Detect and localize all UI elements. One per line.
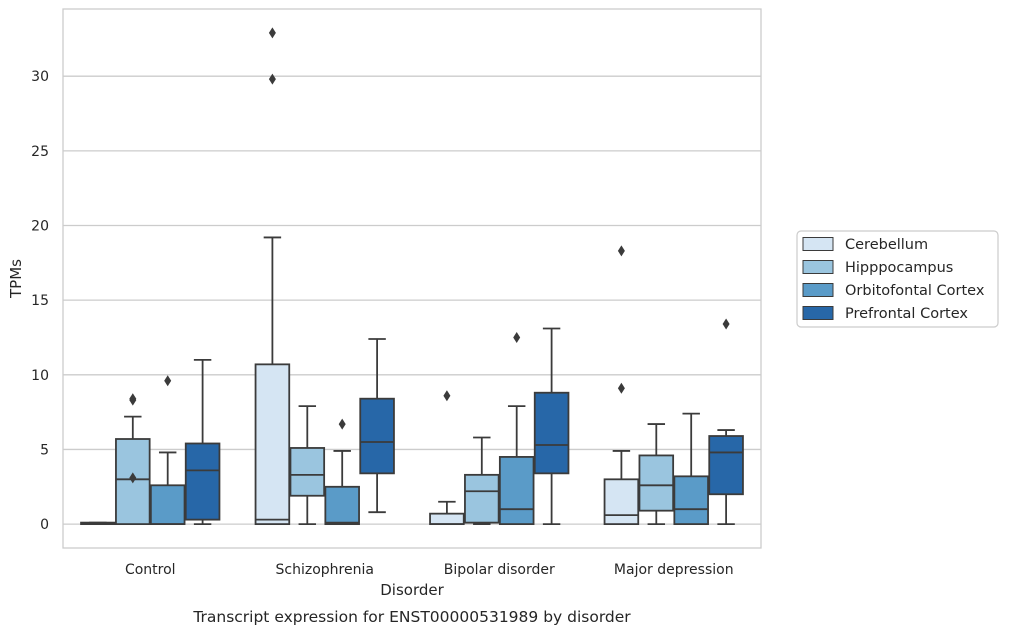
chart-caption: Transcript expression for ENST0000053198… bbox=[192, 608, 631, 626]
x-tick-label: Major depression bbox=[614, 562, 734, 578]
box-hipppocampus-1 bbox=[289, 405, 326, 526]
outlier-point bbox=[513, 331, 521, 343]
legend-label: Cerebellum bbox=[845, 237, 928, 253]
iqr-box bbox=[498, 456, 535, 526]
box-cerebellum-1 bbox=[254, 27, 291, 526]
box-cerebellum-0 bbox=[80, 521, 116, 526]
box-prefrontal-cortex-3 bbox=[708, 318, 744, 526]
legend-label: Prefrontal Cortex bbox=[845, 306, 968, 322]
iqr-box bbox=[359, 397, 395, 475]
outlier-point bbox=[129, 393, 137, 405]
legend-frame bbox=[796, 230, 999, 328]
iqr-box bbox=[429, 512, 465, 526]
iqr-box bbox=[638, 454, 675, 512]
iqr-box bbox=[149, 484, 186, 526]
legend-swatch bbox=[802, 260, 834, 274]
y-tick-label: 30 bbox=[31, 69, 49, 85]
iqr-box bbox=[708, 435, 744, 496]
iqr-box bbox=[184, 442, 221, 521]
box-cerebellum-2 bbox=[429, 390, 465, 526]
outlier-point bbox=[443, 390, 451, 402]
plot-frame bbox=[62, 8, 762, 549]
box-prefrontal-cortex-0 bbox=[184, 358, 221, 526]
outlier-point bbox=[268, 27, 276, 39]
iqr-box bbox=[254, 363, 291, 526]
x-tick-label: Schizophrenia bbox=[276, 562, 374, 578]
box-prefrontal-cortex-2 bbox=[533, 327, 570, 526]
y-tick-label: 0 bbox=[40, 517, 49, 533]
iqr-box bbox=[533, 391, 570, 475]
x-axis-label: Disorder bbox=[380, 581, 444, 599]
legend-swatch bbox=[802, 237, 834, 251]
iqr-box bbox=[673, 475, 709, 526]
y-tick-label: 5 bbox=[40, 442, 49, 458]
box-hipppocampus-0 bbox=[115, 393, 151, 526]
box-orbitofontal-cortex-2 bbox=[498, 331, 535, 526]
y-tick-label: 10 bbox=[31, 368, 49, 384]
box-hipppocampus-2 bbox=[464, 436, 500, 526]
legend-label: Orbitofontal Cortex bbox=[845, 283, 985, 299]
legend-swatch bbox=[802, 306, 834, 320]
legend-swatch bbox=[802, 283, 834, 297]
box-orbitofontal-cortex-1 bbox=[324, 418, 360, 526]
box-cerebellum-3 bbox=[603, 245, 640, 526]
box-groups bbox=[80, 27, 744, 526]
y-tick-label: 15 bbox=[31, 293, 49, 309]
y-axis-label: TPMs bbox=[7, 259, 25, 299]
x-tick-label: Control bbox=[125, 562, 176, 578]
iqr-box bbox=[115, 438, 151, 526]
outlier-point bbox=[268, 73, 276, 85]
y-tick-label: 25 bbox=[31, 144, 49, 160]
outlier-point bbox=[722, 318, 730, 330]
x-axis-ticks: Control Schizophrenia Bipolar disorder Majo… bbox=[125, 562, 734, 578]
x-tick-label: Bipolar disorder bbox=[444, 562, 555, 578]
box-orbitofontal-cortex-3 bbox=[673, 412, 709, 526]
iqr-box bbox=[324, 485, 360, 526]
iqr-box bbox=[464, 473, 500, 524]
outlier-point bbox=[338, 418, 346, 430]
legend: Cerebellum Hipppocampus Orbitofontal Corte… bbox=[796, 230, 999, 328]
y-tick-label: 20 bbox=[31, 218, 49, 234]
outlier-point bbox=[617, 245, 625, 257]
iqr-box bbox=[603, 478, 640, 526]
outlier-point bbox=[129, 472, 137, 484]
outlier-point bbox=[617, 382, 625, 394]
legend-label: Hipppocampus bbox=[845, 260, 953, 276]
box-orbitofontal-cortex-0 bbox=[149, 375, 186, 526]
box-hipppocampus-3 bbox=[638, 423, 675, 526]
iqr-box bbox=[289, 447, 326, 497]
box-prefrontal-cortex-1 bbox=[359, 338, 395, 514]
outlier-point bbox=[164, 375, 172, 387]
y-axis-ticks: 0 5 10 15 20 25 30 bbox=[31, 69, 49, 533]
